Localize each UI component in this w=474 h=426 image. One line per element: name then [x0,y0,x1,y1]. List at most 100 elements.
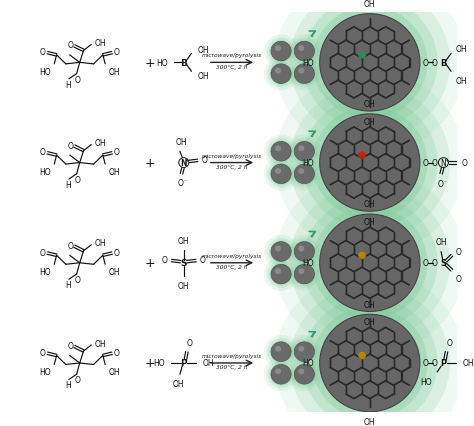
Text: O: O [114,348,120,357]
Circle shape [312,207,428,319]
Circle shape [294,142,314,162]
Circle shape [358,52,366,60]
Circle shape [290,161,319,188]
Circle shape [298,246,304,252]
Circle shape [302,98,438,229]
Circle shape [271,365,291,384]
Text: O: O [423,259,428,268]
Circle shape [287,58,321,91]
Text: N: N [181,159,187,168]
Circle shape [293,340,316,363]
Circle shape [298,346,304,352]
Circle shape [271,342,291,362]
Text: O: O [39,148,46,157]
Text: N: N [440,159,447,168]
Circle shape [294,242,314,262]
Circle shape [298,169,304,175]
Text: O: O [114,248,120,257]
Circle shape [293,141,316,163]
Text: O: O [178,178,183,187]
Circle shape [269,141,293,163]
Circle shape [267,138,295,166]
Circle shape [275,46,281,52]
Text: OH: OH [463,359,474,368]
Circle shape [264,358,298,391]
Text: 300°C, 2 h: 300°C, 2 h [216,64,248,69]
Circle shape [298,368,304,374]
Text: O: O [75,176,81,184]
Text: OH: OH [364,317,375,326]
Text: O: O [432,259,438,268]
Circle shape [267,261,295,288]
Circle shape [298,69,304,75]
Text: OH: OH [176,138,188,147]
Text: S: S [181,259,187,268]
Circle shape [267,238,295,265]
Text: O: O [39,48,46,57]
Circle shape [275,246,281,252]
Text: HO: HO [39,167,50,176]
Text: OH: OH [456,45,467,54]
Circle shape [264,35,298,69]
Text: OH: OH [172,380,184,389]
Text: B: B [181,59,187,68]
Circle shape [267,38,295,66]
Text: O: O [423,159,428,168]
Circle shape [358,252,366,259]
Circle shape [287,35,321,69]
Text: OH: OH [364,217,375,226]
Circle shape [298,146,304,152]
Circle shape [302,297,438,426]
Circle shape [298,268,304,274]
Text: H: H [65,380,71,389]
Text: OH: OH [203,359,215,368]
Circle shape [290,38,319,66]
Circle shape [294,365,314,384]
Circle shape [319,115,420,212]
Circle shape [271,165,291,184]
Text: OH: OH [364,0,375,9]
Text: OH: OH [456,77,467,86]
Text: OH: OH [198,72,210,81]
Circle shape [274,71,465,256]
Text: P: P [440,359,447,368]
Circle shape [290,238,319,265]
Circle shape [290,285,450,426]
Text: O: O [202,155,208,164]
Circle shape [290,261,319,288]
Text: P: P [181,359,187,368]
Circle shape [294,165,314,184]
Text: H: H [65,281,71,290]
Circle shape [271,265,291,284]
Text: OH: OH [364,417,375,426]
Circle shape [269,163,293,186]
Circle shape [267,61,295,88]
Circle shape [293,263,316,286]
Text: O: O [200,256,206,265]
Text: O: O [456,248,461,257]
Text: OH: OH [109,268,121,276]
Text: +: + [185,158,190,163]
Circle shape [271,142,291,162]
Text: OH: OH [364,200,375,209]
Circle shape [358,152,366,159]
Circle shape [269,40,293,63]
Circle shape [267,338,295,366]
Text: +: + [145,57,155,70]
Text: O: O [67,241,73,250]
Circle shape [312,307,428,419]
Circle shape [275,368,281,374]
Circle shape [293,63,316,86]
Text: OH: OH [178,281,190,290]
Circle shape [269,241,293,263]
Text: HO: HO [302,159,314,168]
Circle shape [302,0,438,129]
Circle shape [271,65,291,84]
Circle shape [290,361,319,388]
Text: O: O [114,148,120,157]
Text: O: O [432,59,438,68]
Circle shape [264,235,298,268]
Circle shape [274,0,465,155]
Circle shape [275,146,281,152]
Circle shape [287,258,321,291]
